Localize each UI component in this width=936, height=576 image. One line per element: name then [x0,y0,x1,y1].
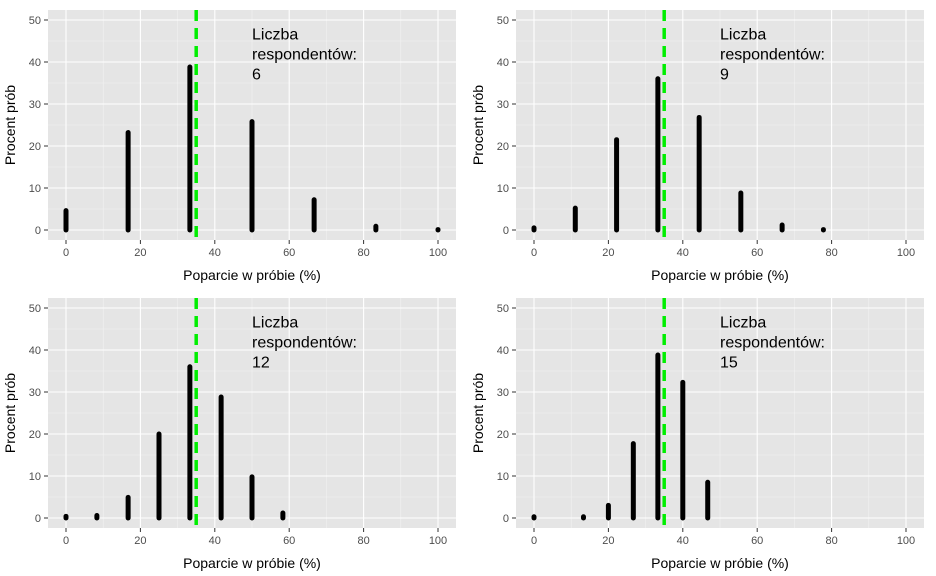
annotation-line: Liczba [252,315,298,332]
x-tick-label: 80 [825,535,837,547]
x-tick-label: 100 [897,247,915,259]
y-tick-label: 30 [497,387,509,399]
y-tick-label: 20 [497,429,509,441]
annotation-line: 12 [252,355,270,372]
annotation-line: Liczba [720,27,766,44]
x-tick-label: 0 [531,535,537,547]
x-tick-label: 20 [134,535,146,547]
x-tick-label: 100 [429,247,447,259]
y-tick-label: 30 [497,99,509,111]
annotation-line: 6 [252,67,261,84]
panel-2: 0 10 20 30 40 50 0 20 40 60 80 100 Liczba respondentó… [470,10,924,283]
y-tick-label: 40 [29,345,41,357]
annotation-line: Liczba [252,27,298,44]
y-tick-label: 10 [497,471,509,483]
x-tick-label: 60 [283,247,295,259]
y-tick-label: 0 [503,225,509,237]
x-tick-label: 100 [897,535,915,547]
y-tick-label: 50 [29,15,41,27]
y-tick-label: 20 [497,141,509,153]
x-tick-label: 0 [63,535,69,547]
x-tick-label: 20 [602,535,614,547]
x-tick-label: 60 [751,247,763,259]
x-tick-label: 0 [63,247,69,259]
x-tick-label: 40 [209,535,221,547]
x-tick-label: 80 [357,247,369,259]
panel-3: 0 10 20 30 40 50 0 20 40 60 80 100 Liczba respondentó… [2,298,456,571]
y-tick-label: 40 [497,57,509,69]
y-tick-label: 30 [29,387,41,399]
y-tick-label: 20 [29,141,41,153]
x-tick-label: 40 [677,247,689,259]
x-tick-label: 20 [134,247,146,259]
annotation-line: respondentów: [252,47,357,64]
y-tick-label: 50 [497,15,509,27]
y-axis-title: Procent prób [470,373,486,453]
panel-1: 0 10 20 30 40 50 0 20 40 60 80 100 Liczba respondentó… [2,10,456,283]
x-tick-label: 20 [602,247,614,259]
y-tick-label: 30 [29,99,41,111]
annotation-line: Liczba [720,315,766,332]
annotation-line: respondentów: [720,335,825,352]
x-tick-label: 80 [825,247,837,259]
x-axis-title: Poparcie w próbie (%) [651,555,789,571]
y-tick-label: 20 [29,429,41,441]
x-axis-title: Poparcie w próbie (%) [183,267,321,283]
x-axis-title: Poparcie w próbie (%) [183,555,321,571]
y-tick-label: 40 [497,345,509,357]
x-tick-label: 100 [429,535,447,547]
x-axis-title: Poparcie w próbie (%) [651,267,789,283]
y-tick-label: 50 [497,303,509,315]
y-tick-label: 10 [29,471,41,483]
y-tick-label: 10 [497,183,509,195]
x-tick-label: 60 [751,535,763,547]
panel-4: 0 10 20 30 40 50 0 20 40 60 80 100 Liczba respondentó… [470,298,924,571]
x-tick-label: 80 [357,535,369,547]
annotation-line: 9 [720,67,729,84]
y-axis-title: Procent prób [470,85,486,165]
y-tick-label: 0 [35,513,41,525]
y-tick-label: 40 [29,57,41,69]
annotation-line: respondentów: [252,335,357,352]
x-tick-label: 0 [531,247,537,259]
y-tick-label: 0 [35,225,41,237]
y-tick-label: 0 [503,513,509,525]
y-tick-label: 10 [29,183,41,195]
y-axis-title: Procent prób [2,85,18,165]
annotation-line: respondentów: [720,47,825,64]
annotation-line: 15 [720,355,738,372]
x-tick-label: 60 [283,535,295,547]
y-axis-title: Procent prób [2,373,18,453]
y-tick-label: 50 [29,303,41,315]
x-tick-label: 40 [209,247,221,259]
x-tick-label: 40 [677,535,689,547]
